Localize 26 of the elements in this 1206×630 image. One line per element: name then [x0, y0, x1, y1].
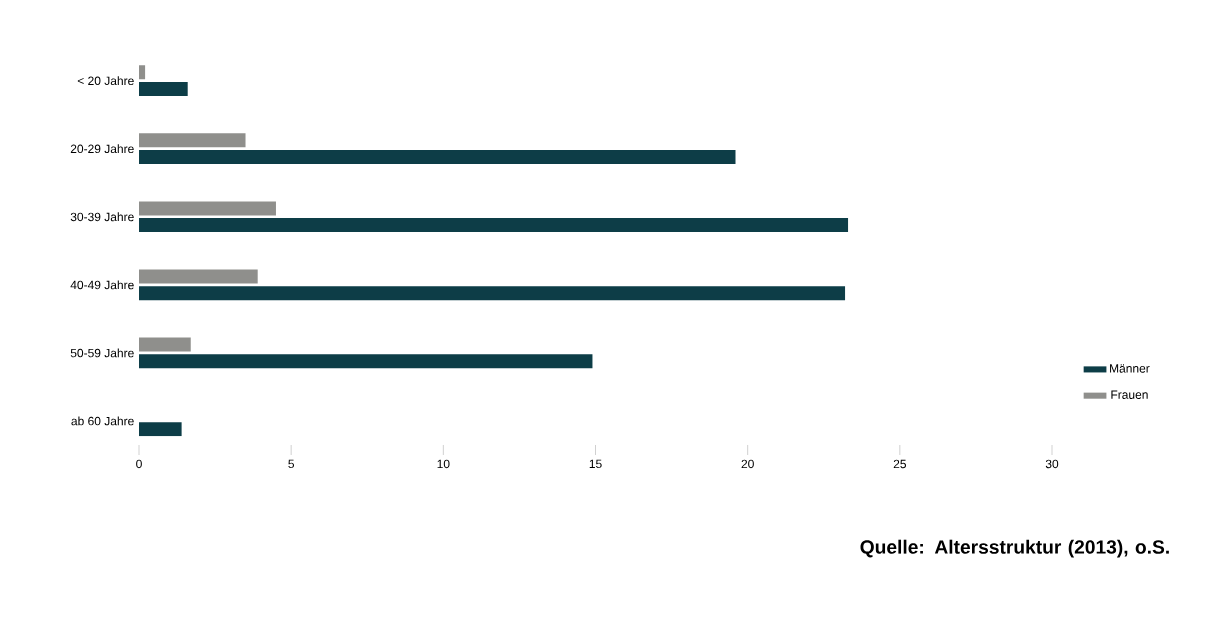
bar — [139, 337, 191, 352]
x-tick-label: 10 — [437, 459, 450, 469]
bar — [139, 218, 849, 233]
y-tick-label: < 20 Jahre — [77, 76, 134, 86]
legend-label: Frauen — [1111, 390, 1148, 399]
y-tick-label: 50-59 Jahre — [70, 348, 134, 358]
y-tick-label: 20-29 Jahre — [70, 144, 134, 154]
x-tick-label: 25 — [893, 459, 906, 469]
bar — [139, 422, 182, 437]
y-tick-label: 30-39 Jahre — [70, 212, 134, 222]
bar — [139, 150, 736, 165]
x-tick-label: 0 — [136, 459, 142, 469]
bar — [139, 201, 276, 216]
x-tick-label: 5 — [288, 459, 295, 469]
bar — [139, 354, 593, 369]
x-tick-label: 15 — [589, 459, 602, 469]
source-note: Quelle: Altersstruktur (2013), o.S. — [860, 539, 1169, 558]
bar — [139, 286, 846, 301]
bar — [139, 269, 258, 284]
x-tick-label: 20 — [741, 459, 754, 469]
legend-label: Männer — [1110, 364, 1150, 373]
y-tick-label: 40-49 Jahre — [70, 280, 134, 290]
y-tick-label: ab 60 Jahre — [71, 416, 134, 426]
bar — [139, 133, 246, 148]
x-tick-label: 30 — [1045, 459, 1059, 469]
bar — [139, 81, 188, 96]
